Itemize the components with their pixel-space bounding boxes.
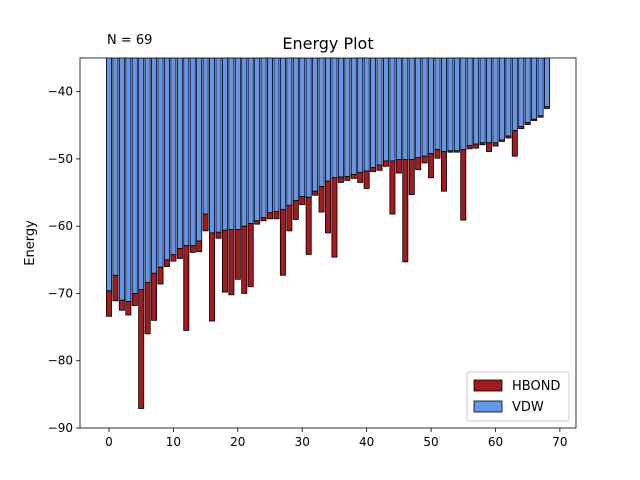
chart-title: Energy Plot [282,34,373,53]
legend-swatch-vdw [473,400,503,413]
y-axis-label: Energy [23,220,38,266]
x-tick-label: 70 [552,435,567,449]
bar-hbond [279,208,286,276]
y-tick-label: −70 [48,286,73,300]
bar-hbond [524,122,531,125]
x-tick-label: 20 [230,435,245,449]
y-axis: −90 −80 −70 −60 −50 −40 [48,85,80,435]
bar-hbond [415,157,422,171]
bar-hbond [344,175,351,181]
bar-hbond [544,106,550,109]
bar-hbond [228,229,235,296]
bar-hbond [118,299,125,311]
bar-hbond [389,160,396,215]
bar-hbond [350,173,357,179]
y-tick-label: −50 [48,152,73,166]
bar-hbond [447,150,454,153]
bar-hbond [260,217,267,222]
bar-hbond [221,229,228,293]
bar-hbond [421,155,428,164]
legend: HBOND VDW [466,371,570,422]
bar-hbond [402,159,409,263]
bars-group [106,58,550,409]
bar-hbond [325,180,331,234]
bar-hbond [125,301,132,316]
bar-hbond [189,245,196,253]
bar-hbond [267,212,274,220]
legend-swatch-hbond [473,379,503,392]
bar-hbond [428,153,435,179]
legend-label-hbond: HBOND [512,379,560,394]
bar-hbond [337,176,344,183]
y-tick-label: −80 [48,354,73,368]
bar-hbond [505,135,512,139]
bar-hbond [434,149,441,159]
bar-hbond [183,245,190,331]
bar-hbond [209,232,216,322]
bar-hbond [170,254,177,262]
bar-hbond [473,143,480,149]
bar-hbond [331,177,338,258]
bar-hbond [531,118,538,121]
bar-hbond [196,240,203,253]
legend-label-vdw: VDW [512,400,544,415]
bar-hbond [157,266,164,285]
bar-hbond [370,167,377,173]
bar-hbond [479,142,486,146]
bar-hbond [357,171,364,183]
bar-hbond [247,223,254,288]
bar-hbond [254,220,261,225]
x-tick-label: 60 [488,435,503,449]
bar-hbond [511,130,518,157]
bar-hbond [492,142,499,147]
x-tick-label: 10 [166,435,181,449]
bar-hbond [286,204,293,232]
x-tick-label: 30 [295,435,310,449]
bar-hbond [273,210,280,220]
bar-hbond [460,149,467,221]
y-tick-label: −60 [48,219,73,233]
bar-hbond [395,159,402,174]
bar-hbond [131,293,138,306]
bar-hbond [112,274,119,302]
bar-hbond [466,145,473,150]
bar-hbond [144,282,151,335]
bar-hbond [299,196,306,206]
x-tick-label: 50 [423,435,438,449]
y-tick-label: −90 [48,421,73,435]
sample-count-annotation: N = 69 [107,33,152,48]
bar-hbond [498,139,505,142]
bar-hbond [318,186,325,213]
bar-hbond [440,151,447,192]
bar-hbond [292,200,299,220]
bar-hbond [408,159,415,195]
x-axis: 0 10 20 30 40 50 60 70 [105,428,568,449]
bar-hbond [215,231,222,239]
bar-hbond [312,190,319,196]
bar-hbond [363,170,370,189]
plot-frame [79,57,577,429]
bar-hbond [138,289,145,409]
bar-hbond [241,225,248,294]
bar-hbond [151,272,158,321]
bar-hbond [163,259,170,267]
x-tick-label: 0 [105,435,113,449]
bar-hbond [305,196,312,255]
bar-hbond [106,290,112,317]
bar-hbond [176,247,183,259]
y-tick-label: −40 [48,85,73,99]
bar-hbond [382,160,389,167]
bar-hbond [537,115,544,118]
bar-hbond [486,142,493,152]
bar-hbond [202,213,209,232]
bar-hbond [234,229,241,280]
bar-hbond [376,164,383,171]
bar-hbond [518,126,525,130]
bar-hbond [453,150,460,153]
x-tick-label: 40 [359,435,374,449]
